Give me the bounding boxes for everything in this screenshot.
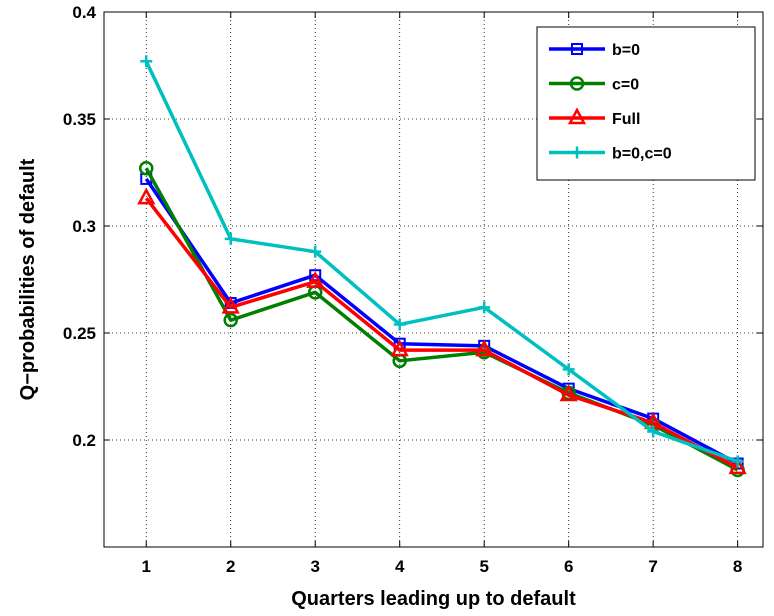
x-tick-label: 6 [564, 557, 573, 576]
y-tick-label: 0.25 [63, 324, 96, 343]
data-point [562, 363, 575, 376]
series-line [144, 60, 739, 464]
legend-label: Full [612, 111, 640, 128]
y-tick-label: 0.35 [63, 110, 96, 129]
data-point [138, 160, 154, 176]
x-tick-label: 7 [648, 557, 657, 576]
x-axis-title: Quarters leading up to default [291, 588, 576, 610]
legend-label: c=0 [612, 77, 639, 94]
x-tick-label: 1 [142, 557, 151, 576]
data-point [140, 55, 153, 68]
data-point [559, 384, 578, 402]
legend-label: b=0 [612, 42, 640, 59]
data-point [224, 232, 237, 245]
legend-box [536, 26, 756, 181]
x-tick-label: 8 [733, 557, 742, 576]
series-b-0-c-0 [140, 55, 744, 468]
plot-frame [103, 11, 764, 548]
legend-marker [567, 107, 587, 125]
x-tick-label: 3 [310, 557, 319, 576]
legend-marker [569, 76, 585, 91]
axis-ticks: 1 2 3 4 5 6 7 8 0.2 0.25 0.3 0.35 0.4 [63, 3, 763, 576]
data-point [309, 245, 322, 258]
series-line [144, 197, 739, 470]
data-point [390, 339, 409, 357]
data-point [223, 312, 238, 328]
legend-label: b=0,c=0 [612, 146, 672, 163]
data-point [731, 455, 744, 468]
data-point [728, 457, 747, 475]
y-tick-label: 0.2 [72, 431, 96, 450]
x-tick-label: 5 [479, 557, 488, 576]
data-point [475, 339, 494, 357]
series-line [144, 177, 739, 466]
x-tick-label: 2 [226, 557, 235, 576]
series-lines [137, 55, 747, 478]
data-point [393, 318, 406, 331]
data-point [306, 271, 325, 288]
series-full [137, 187, 747, 475]
legend-marker [571, 146, 583, 159]
y-axis-title: Q−probabilities of default [17, 158, 39, 400]
legend-marker [571, 43, 583, 55]
data-point [647, 425, 660, 438]
y-tick-label: 0.3 [72, 217, 96, 236]
data-point [221, 296, 240, 314]
y-tick-label: 0.4 [72, 3, 96, 22]
data-point [137, 187, 156, 205]
x-tick-label: 4 [395, 557, 405, 576]
legend: b=0 c=0 Full b=0,c=0 [536, 26, 756, 181]
data-point [478, 301, 491, 314]
